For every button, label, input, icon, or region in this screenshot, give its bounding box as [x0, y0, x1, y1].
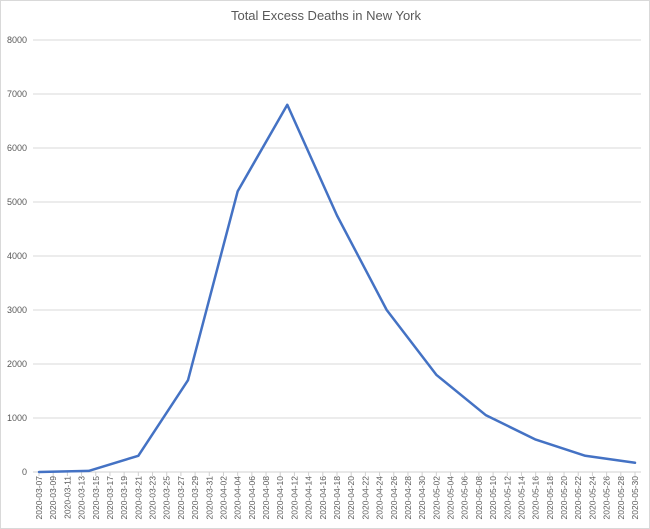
x-tick-label: 2020-04-30 — [417, 476, 427, 520]
x-tick-label: 2020-05-18 — [545, 476, 555, 520]
x-tick-label: 2020-03-11 — [62, 476, 72, 519]
x-tick-label: 2020-03-13 — [77, 476, 87, 520]
x-tick-label: 2020-05-24 — [587, 476, 597, 520]
x-tick-label: 2020-04-20 — [346, 476, 356, 520]
x-tick-label: 2020-05-10 — [488, 476, 498, 520]
x-tick-label: 2020-04-14 — [304, 476, 314, 520]
x-tick-label: 2020-04-08 — [261, 476, 271, 520]
y-tick-label: 3000 — [7, 305, 27, 315]
x-tick-label: 2020-05-08 — [474, 476, 484, 520]
x-tick-label: 2020-04-22 — [360, 476, 370, 520]
x-tick-label: 2020-03-15 — [91, 476, 101, 520]
x-tick-label: 2020-03-31 — [204, 476, 214, 520]
x-tick-label: 2020-04-10 — [275, 476, 285, 520]
x-tick-label: 2020-04-16 — [318, 476, 328, 520]
x-tick-label: 2020-04-12 — [289, 476, 299, 520]
y-tick-label: 2000 — [7, 359, 27, 369]
y-tick-label: 6000 — [7, 143, 27, 153]
x-tick-label: 2020-03-17 — [105, 476, 115, 520]
x-tick-label: 2020-03-23 — [148, 476, 158, 520]
x-tick-label: 2020-03-29 — [190, 476, 200, 520]
y-tick-label: 4000 — [7, 251, 27, 261]
x-tick-label: 2020-05-14 — [516, 476, 526, 520]
x-tick-label: 2020-04-28 — [403, 476, 413, 520]
y-tick-label: 8000 — [7, 35, 27, 45]
x-tick-label: 2020-05-06 — [460, 476, 470, 520]
x-tick-label: 2020-04-02 — [218, 476, 228, 520]
y-tick-label: 1000 — [7, 413, 27, 423]
x-tick-label: 2020-04-04 — [233, 476, 243, 520]
y-tick-label: 0 — [22, 467, 27, 477]
x-tick-label: 2020-03-27 — [176, 476, 186, 520]
x-tick-label: 2020-05-20 — [559, 476, 569, 520]
x-tick-label: 2020-04-18 — [332, 476, 342, 520]
x-tick-label: 2020-05-30 — [630, 476, 640, 520]
chart-title: Total Excess Deaths in New York — [230, 8, 422, 23]
x-tick-label: 2020-03-09 — [48, 476, 58, 520]
x-tick-label: 2020-03-07 — [34, 476, 44, 520]
y-tick-label: 5000 — [7, 197, 27, 207]
y-tick-label: 7000 — [7, 89, 27, 99]
x-tick-label: 2020-05-12 — [502, 476, 512, 520]
x-tick-label: 2020-05-22 — [573, 476, 583, 520]
x-tick-label: 2020-03-19 — [119, 476, 129, 520]
x-tick-label: 2020-04-24 — [375, 476, 385, 520]
x-tick-label: 2020-05-16 — [531, 476, 541, 520]
x-tick-label: 2020-05-02 — [431, 476, 441, 520]
series-line — [37, 103, 637, 474]
x-tick-label: 2020-04-06 — [247, 476, 257, 520]
x-tick-label: 2020-04-26 — [389, 476, 399, 520]
x-tick-label: 2020-03-25 — [162, 476, 172, 520]
x-tick-label: 2020-05-28 — [616, 476, 626, 520]
x-tick-label: 2020-05-04 — [446, 476, 456, 520]
x-tick-label: 2020-05-26 — [602, 476, 612, 520]
x-tick-label: 2020-03-21 — [133, 476, 143, 520]
